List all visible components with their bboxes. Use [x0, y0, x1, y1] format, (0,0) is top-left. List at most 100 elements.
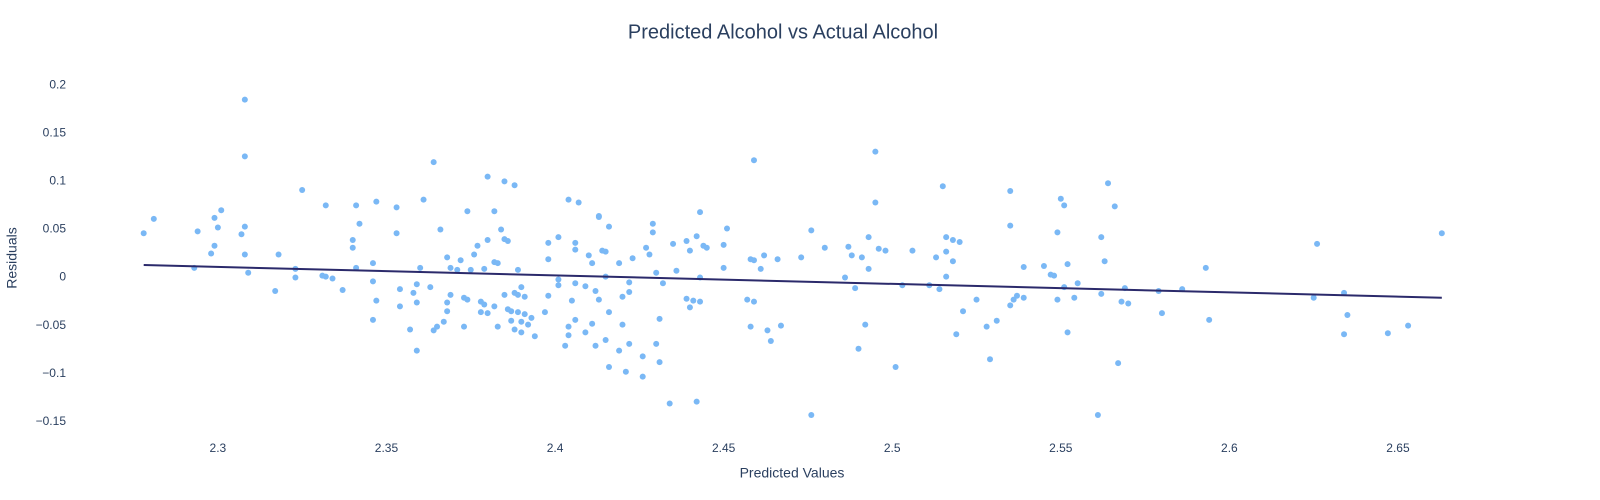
- point: [747, 323, 754, 330]
- y-tick-label: 0.05: [43, 222, 67, 236]
- y-tick-label: −0.15: [36, 414, 67, 428]
- x-tick-label: 2.35: [375, 441, 399, 455]
- point: [582, 329, 589, 336]
- point: [481, 301, 488, 308]
- point: [434, 323, 441, 330]
- point: [501, 291, 508, 298]
- point: [697, 209, 704, 216]
- x-tick-label: 2.45: [712, 441, 736, 455]
- point: [369, 278, 376, 285]
- point: [407, 326, 414, 333]
- point: [626, 340, 633, 347]
- point: [808, 227, 815, 234]
- point: [909, 247, 916, 254]
- point: [565, 196, 572, 203]
- point: [555, 276, 562, 283]
- x-tick-label: 2.65: [1386, 441, 1410, 455]
- point: [643, 244, 650, 251]
- point: [393, 204, 400, 211]
- point: [1438, 230, 1445, 237]
- point: [686, 304, 693, 311]
- point: [649, 220, 656, 227]
- x-axis-title: Predicted Values: [740, 465, 845, 481]
- point: [1007, 222, 1014, 229]
- point: [592, 288, 599, 294]
- point: [1111, 203, 1118, 210]
- point: [477, 309, 484, 316]
- point: [413, 347, 420, 354]
- point: [322, 202, 329, 209]
- point: [525, 321, 532, 328]
- point: [1054, 229, 1061, 236]
- point: [508, 308, 515, 315]
- point: [690, 297, 697, 304]
- point: [626, 279, 633, 286]
- point: [555, 282, 562, 289]
- point: [1094, 412, 1101, 419]
- point: [396, 286, 403, 293]
- point: [1206, 316, 1213, 323]
- point: [555, 234, 562, 241]
- point: [518, 284, 525, 291]
- point: [1074, 280, 1081, 287]
- point: [1384, 330, 1391, 337]
- point: [1064, 329, 1071, 336]
- point: [626, 288, 633, 295]
- point: [605, 309, 612, 316]
- point: [541, 309, 548, 316]
- point: [602, 248, 609, 255]
- point: [842, 274, 849, 281]
- point: [616, 260, 623, 267]
- point: [504, 238, 511, 244]
- y-tick-label: 0: [59, 270, 66, 284]
- point: [592, 342, 599, 349]
- point: [882, 247, 889, 254]
- point: [461, 323, 468, 330]
- point: [656, 315, 663, 322]
- point: [666, 400, 673, 407]
- point: [353, 202, 360, 209]
- point: [491, 208, 498, 215]
- point: [703, 244, 710, 251]
- point: [605, 363, 612, 370]
- point: [659, 280, 666, 287]
- point: [865, 234, 872, 241]
- point: [956, 238, 963, 245]
- point: [673, 267, 680, 274]
- point: [639, 373, 646, 380]
- point: [777, 322, 784, 329]
- point: [484, 310, 491, 317]
- point: [511, 326, 518, 333]
- point: [653, 340, 660, 347]
- point: [943, 273, 950, 280]
- point: [845, 243, 852, 250]
- point: [872, 199, 879, 206]
- point: [514, 266, 521, 273]
- point: [498, 226, 505, 233]
- point: [693, 398, 700, 405]
- point: [241, 153, 248, 160]
- point: [464, 208, 471, 215]
- point: [339, 287, 346, 294]
- point: [693, 233, 700, 240]
- point: [595, 296, 602, 303]
- point: [595, 213, 602, 220]
- point: [1158, 310, 1165, 317]
- point: [949, 258, 956, 265]
- point: [605, 223, 612, 230]
- point: [936, 286, 943, 293]
- x-tick-label: 2.5: [884, 441, 901, 455]
- point: [457, 257, 464, 264]
- point: [1125, 300, 1132, 307]
- point: [565, 323, 572, 330]
- point: [322, 273, 329, 280]
- point: [467, 266, 474, 273]
- point: [619, 293, 626, 300]
- point: [720, 241, 727, 248]
- point: [585, 252, 592, 259]
- point: [211, 214, 218, 221]
- point: [568, 297, 575, 304]
- point: [396, 303, 403, 310]
- point: [444, 308, 451, 315]
